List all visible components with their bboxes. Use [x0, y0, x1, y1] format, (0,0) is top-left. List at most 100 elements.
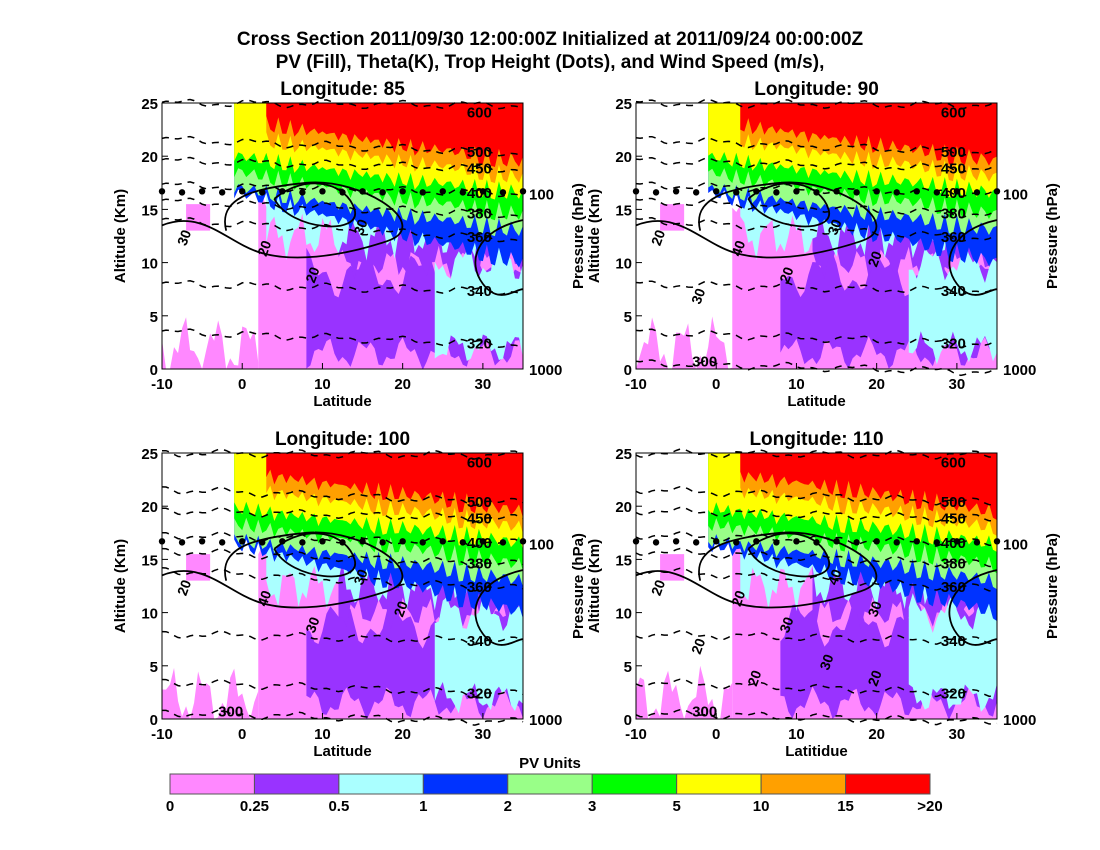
plot-frame: [161, 452, 524, 720]
pv-band-15->20: [266, 103, 523, 168]
trop-dot: [793, 188, 800, 195]
pv-band-0.5-1: [908, 242, 997, 365]
theta-contour-320: [161, 678, 524, 698]
theta-label: 600: [467, 105, 492, 122]
trop-dot: [259, 539, 266, 546]
wind-label: 20: [864, 249, 884, 269]
theta-contour-360: [161, 567, 524, 592]
trop-dot: [399, 538, 406, 545]
x-tick-label: 20: [868, 376, 885, 393]
trop-dot: [218, 189, 226, 196]
trop-dot: [652, 539, 660, 546]
colorbar-tick-label: 2: [504, 798, 512, 815]
theta-label: 340: [467, 633, 492, 650]
trop-dot: [499, 539, 507, 546]
trop-dot: [913, 538, 920, 545]
theta-contour-380: [161, 197, 524, 219]
theta-contour-450: [161, 156, 524, 173]
y-tick-label: 20: [615, 149, 632, 166]
theta-contour-300: [162, 709, 524, 726]
theta-contour-320: [635, 678, 998, 698]
theta-contour-600: [635, 98, 998, 110]
theta-contour-500: [635, 135, 998, 157]
wind-label: 30: [350, 217, 370, 237]
wind-label: 20: [390, 599, 410, 619]
y-tick-label: 5: [624, 309, 632, 326]
theta-label: 380: [467, 556, 492, 573]
wind-label: 30: [688, 286, 708, 306]
trop-dot: [359, 188, 366, 195]
y-axis-label: Altitude (Km): [112, 539, 129, 633]
theta-contour-500: [161, 135, 524, 157]
y-tick-label: 15: [141, 552, 158, 569]
trop-dot: [853, 539, 860, 546]
panel-2: 600500450400380360340320300204030202030-…: [586, 79, 1061, 410]
y-tick-label: 10: [615, 256, 632, 273]
wind-label: 20: [254, 238, 274, 258]
trop-dot: [459, 189, 467, 196]
wind-contours: 20 40 30 30 20: [161, 531, 524, 646]
y-tick-label: 20: [141, 499, 158, 516]
x-axis-label: Latitude: [313, 393, 371, 410]
wind-label: 30: [824, 217, 844, 237]
y-tick-label: 15: [615, 202, 632, 219]
colorbar-swatch-4: [507, 773, 593, 795]
theta-contour-340: [161, 280, 524, 296]
theta-label: 380: [941, 556, 966, 573]
trop-dot: [873, 538, 880, 545]
trop-dot: [713, 538, 720, 545]
trop-dot: [713, 188, 720, 195]
theta-label: 320: [941, 686, 966, 703]
trop-dot: [692, 539, 700, 546]
colorbar-swatch-6: [676, 773, 762, 795]
theta-contour-360: [635, 567, 998, 592]
pressure-axis-label: Pressure (hPa): [1044, 183, 1061, 289]
wind-contour-right: [474, 219, 524, 296]
theta-contour-360: [635, 217, 998, 243]
trop-dot: [259, 189, 266, 196]
x-tick-label: 20: [394, 376, 411, 393]
pv-fill: [636, 103, 997, 369]
trop-dot: [913, 188, 920, 195]
trop-dot: [733, 189, 740, 196]
trop-dot: [439, 188, 446, 195]
x-tick-label: 30: [949, 726, 966, 743]
colorbar-tick-label: 0: [166, 798, 174, 815]
pressure-tick-label: 100: [529, 536, 554, 553]
trop-dot: [279, 538, 286, 545]
trop-dot: [692, 189, 700, 196]
x-tick-label: -10: [625, 726, 647, 743]
wind-contour-right: [948, 219, 998, 296]
panel-3: 6005004504003803603403203002040303020-10…: [112, 429, 587, 760]
trop-dot: [319, 538, 326, 545]
pressure-tick-label: 1000: [1003, 712, 1036, 729]
trop-dot: [813, 539, 820, 546]
trop-dot: [279, 188, 286, 195]
y-tick-label: 5: [624, 659, 632, 676]
trop-dot: [833, 538, 840, 545]
theta-label: 400: [467, 535, 492, 552]
wind-contour-20: [161, 531, 404, 609]
theta-contour-320: [161, 328, 524, 349]
trop-dot: [672, 188, 680, 195]
x-axis-label: Latitude: [787, 393, 845, 410]
wind-label: 20: [648, 227, 668, 247]
theta-label: 500: [467, 144, 492, 161]
x-tick-label: 0: [712, 726, 720, 743]
trop-dot: [813, 189, 820, 196]
x-tick-label: -10: [151, 726, 173, 743]
theta-label: 300: [692, 703, 717, 720]
trop-dot: [399, 188, 406, 195]
plot-frame: [635, 452, 998, 720]
wind-contour-30: [747, 182, 830, 228]
pressure-axis-label: Pressure (hPa): [1044, 533, 1061, 639]
wind-label: 30: [776, 615, 796, 635]
theta-label: 400: [467, 185, 492, 202]
pv-fill: [162, 103, 523, 369]
pressure-tick-label: 100: [1003, 186, 1028, 203]
pressure-axis-label: Pressure (hPa): [570, 183, 587, 289]
trop-dot: [178, 539, 186, 546]
theta-label: 450: [941, 161, 966, 178]
